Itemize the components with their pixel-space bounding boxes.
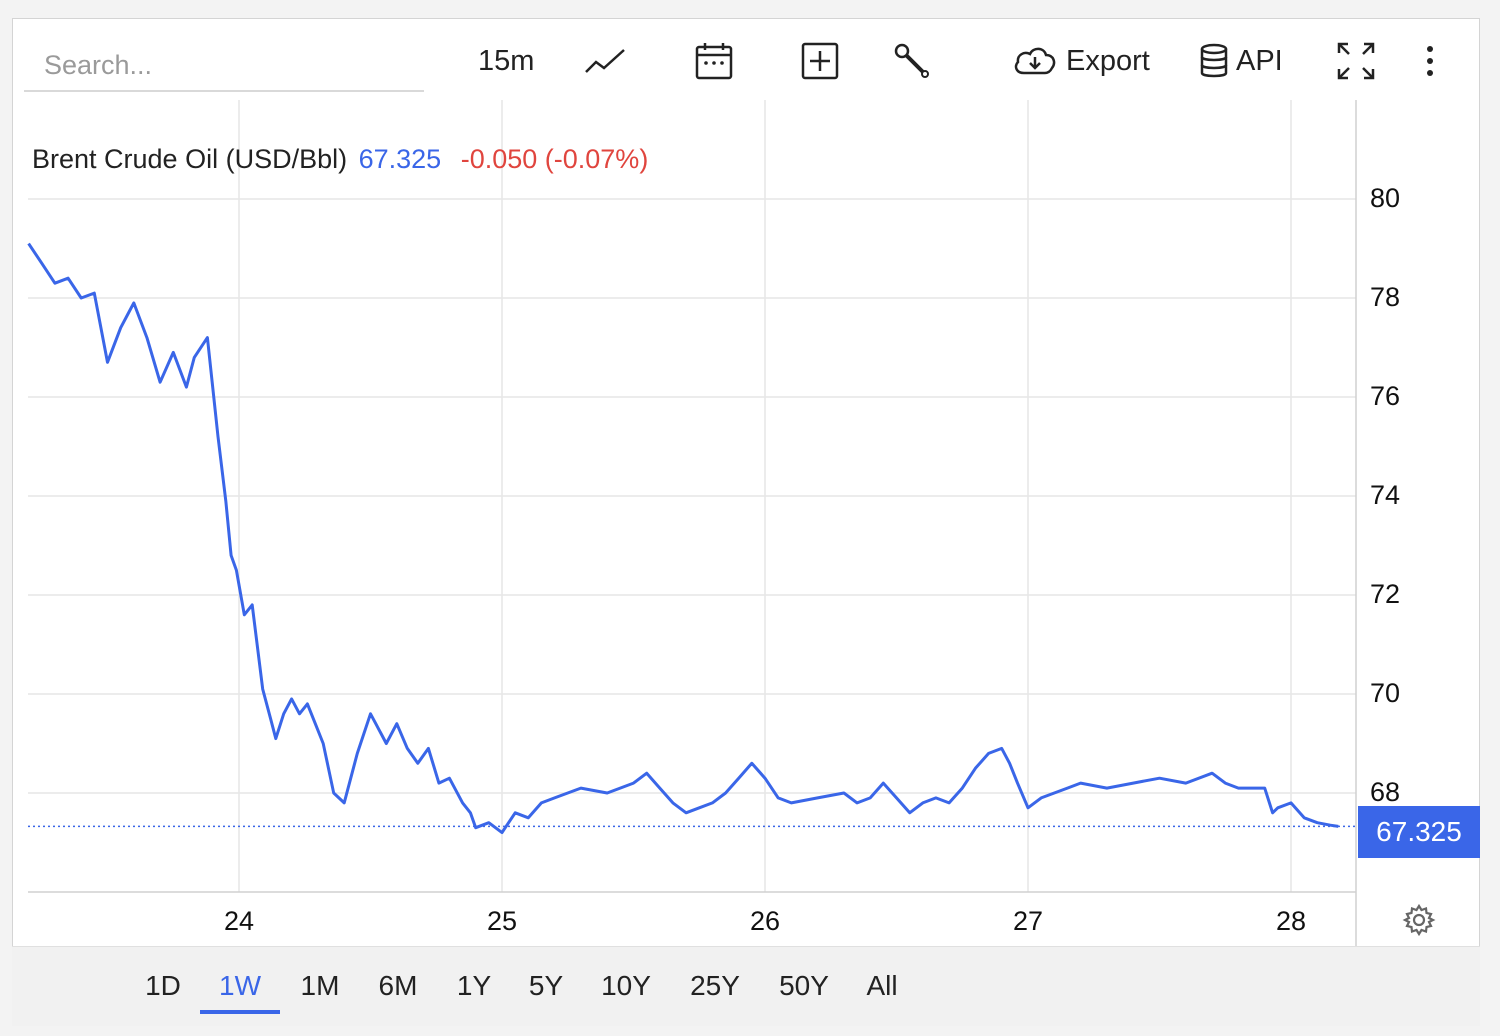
y-tick-label: 80	[1370, 183, 1401, 213]
x-tick-label: 27	[1012, 906, 1044, 936]
settings-tools-button[interactable]	[892, 38, 932, 84]
x-tick-label: 28	[1275, 906, 1307, 936]
search-input[interactable]	[24, 42, 404, 89]
y-tick-label: 70	[1370, 678, 1401, 708]
gear-icon[interactable]	[1402, 903, 1436, 937]
x-tick-label: 24	[223, 906, 255, 936]
cloud-download-icon	[1014, 47, 1056, 75]
last-price-tag: 67.325	[1358, 806, 1480, 858]
api-label: API	[1236, 44, 1283, 77]
export-button[interactable]: Export	[1012, 38, 1150, 84]
line-chart-icon	[585, 49, 625, 73]
series-legend: Brent Crude Oil (USD/Bbl) 67.325 -0.050 …	[32, 144, 648, 175]
y-tick-label: 68	[1370, 777, 1401, 807]
x-tick-label: 25	[486, 906, 518, 936]
series-name: Brent Crude Oil (USD/Bbl)	[32, 144, 348, 174]
period-10y-button[interactable]: 10Y	[601, 970, 651, 1001]
more-vertical-icon	[1427, 46, 1433, 76]
add-indicator-button[interactable]	[800, 38, 840, 84]
fullscreen-icon	[1337, 42, 1375, 80]
fullscreen-button[interactable]	[1336, 38, 1376, 84]
wrench-icon	[894, 43, 929, 78]
period-1w-button[interactable]: 1W	[219, 970, 261, 1001]
add-indicator-icon	[801, 42, 839, 80]
export-label: Export	[1066, 44, 1150, 77]
period-1y-button[interactable]: 1Y	[456, 970, 492, 1001]
more-options-button[interactable]	[1420, 38, 1440, 84]
series-price: 67.325	[358, 144, 442, 174]
period-50y-button[interactable]: 50Y	[779, 970, 829, 1001]
period-all-button[interactable]: All	[866, 970, 898, 1001]
search-box[interactable]	[24, 42, 424, 92]
database-icon	[1200, 43, 1228, 78]
period-6m-button[interactable]: 6M	[378, 970, 418, 1001]
active-period-underline	[200, 1010, 280, 1014]
x-tick-label: 26	[749, 906, 781, 936]
chart-type-button[interactable]	[584, 38, 626, 84]
period-1m-button[interactable]: 1M	[300, 970, 340, 1001]
y-tick-label: 74	[1370, 480, 1401, 510]
api-button[interactable]: API	[1198, 38, 1283, 84]
interval-label: 15m	[478, 44, 535, 77]
y-tick-label: 76	[1370, 381, 1401, 411]
interval-button[interactable]: 15m	[478, 38, 534, 84]
y-tick-label: 72	[1370, 579, 1401, 609]
y-tick-label: 78	[1370, 282, 1401, 312]
series-change: -0.050 (-0.07%)	[460, 144, 649, 174]
date-range-button[interactable]	[694, 38, 734, 84]
calendar-icon	[695, 43, 733, 80]
period-1d-button[interactable]: 1D	[145, 970, 181, 1001]
period-5y-button[interactable]: 5Y	[528, 970, 564, 1001]
period-25y-button[interactable]: 25Y	[690, 970, 740, 1001]
